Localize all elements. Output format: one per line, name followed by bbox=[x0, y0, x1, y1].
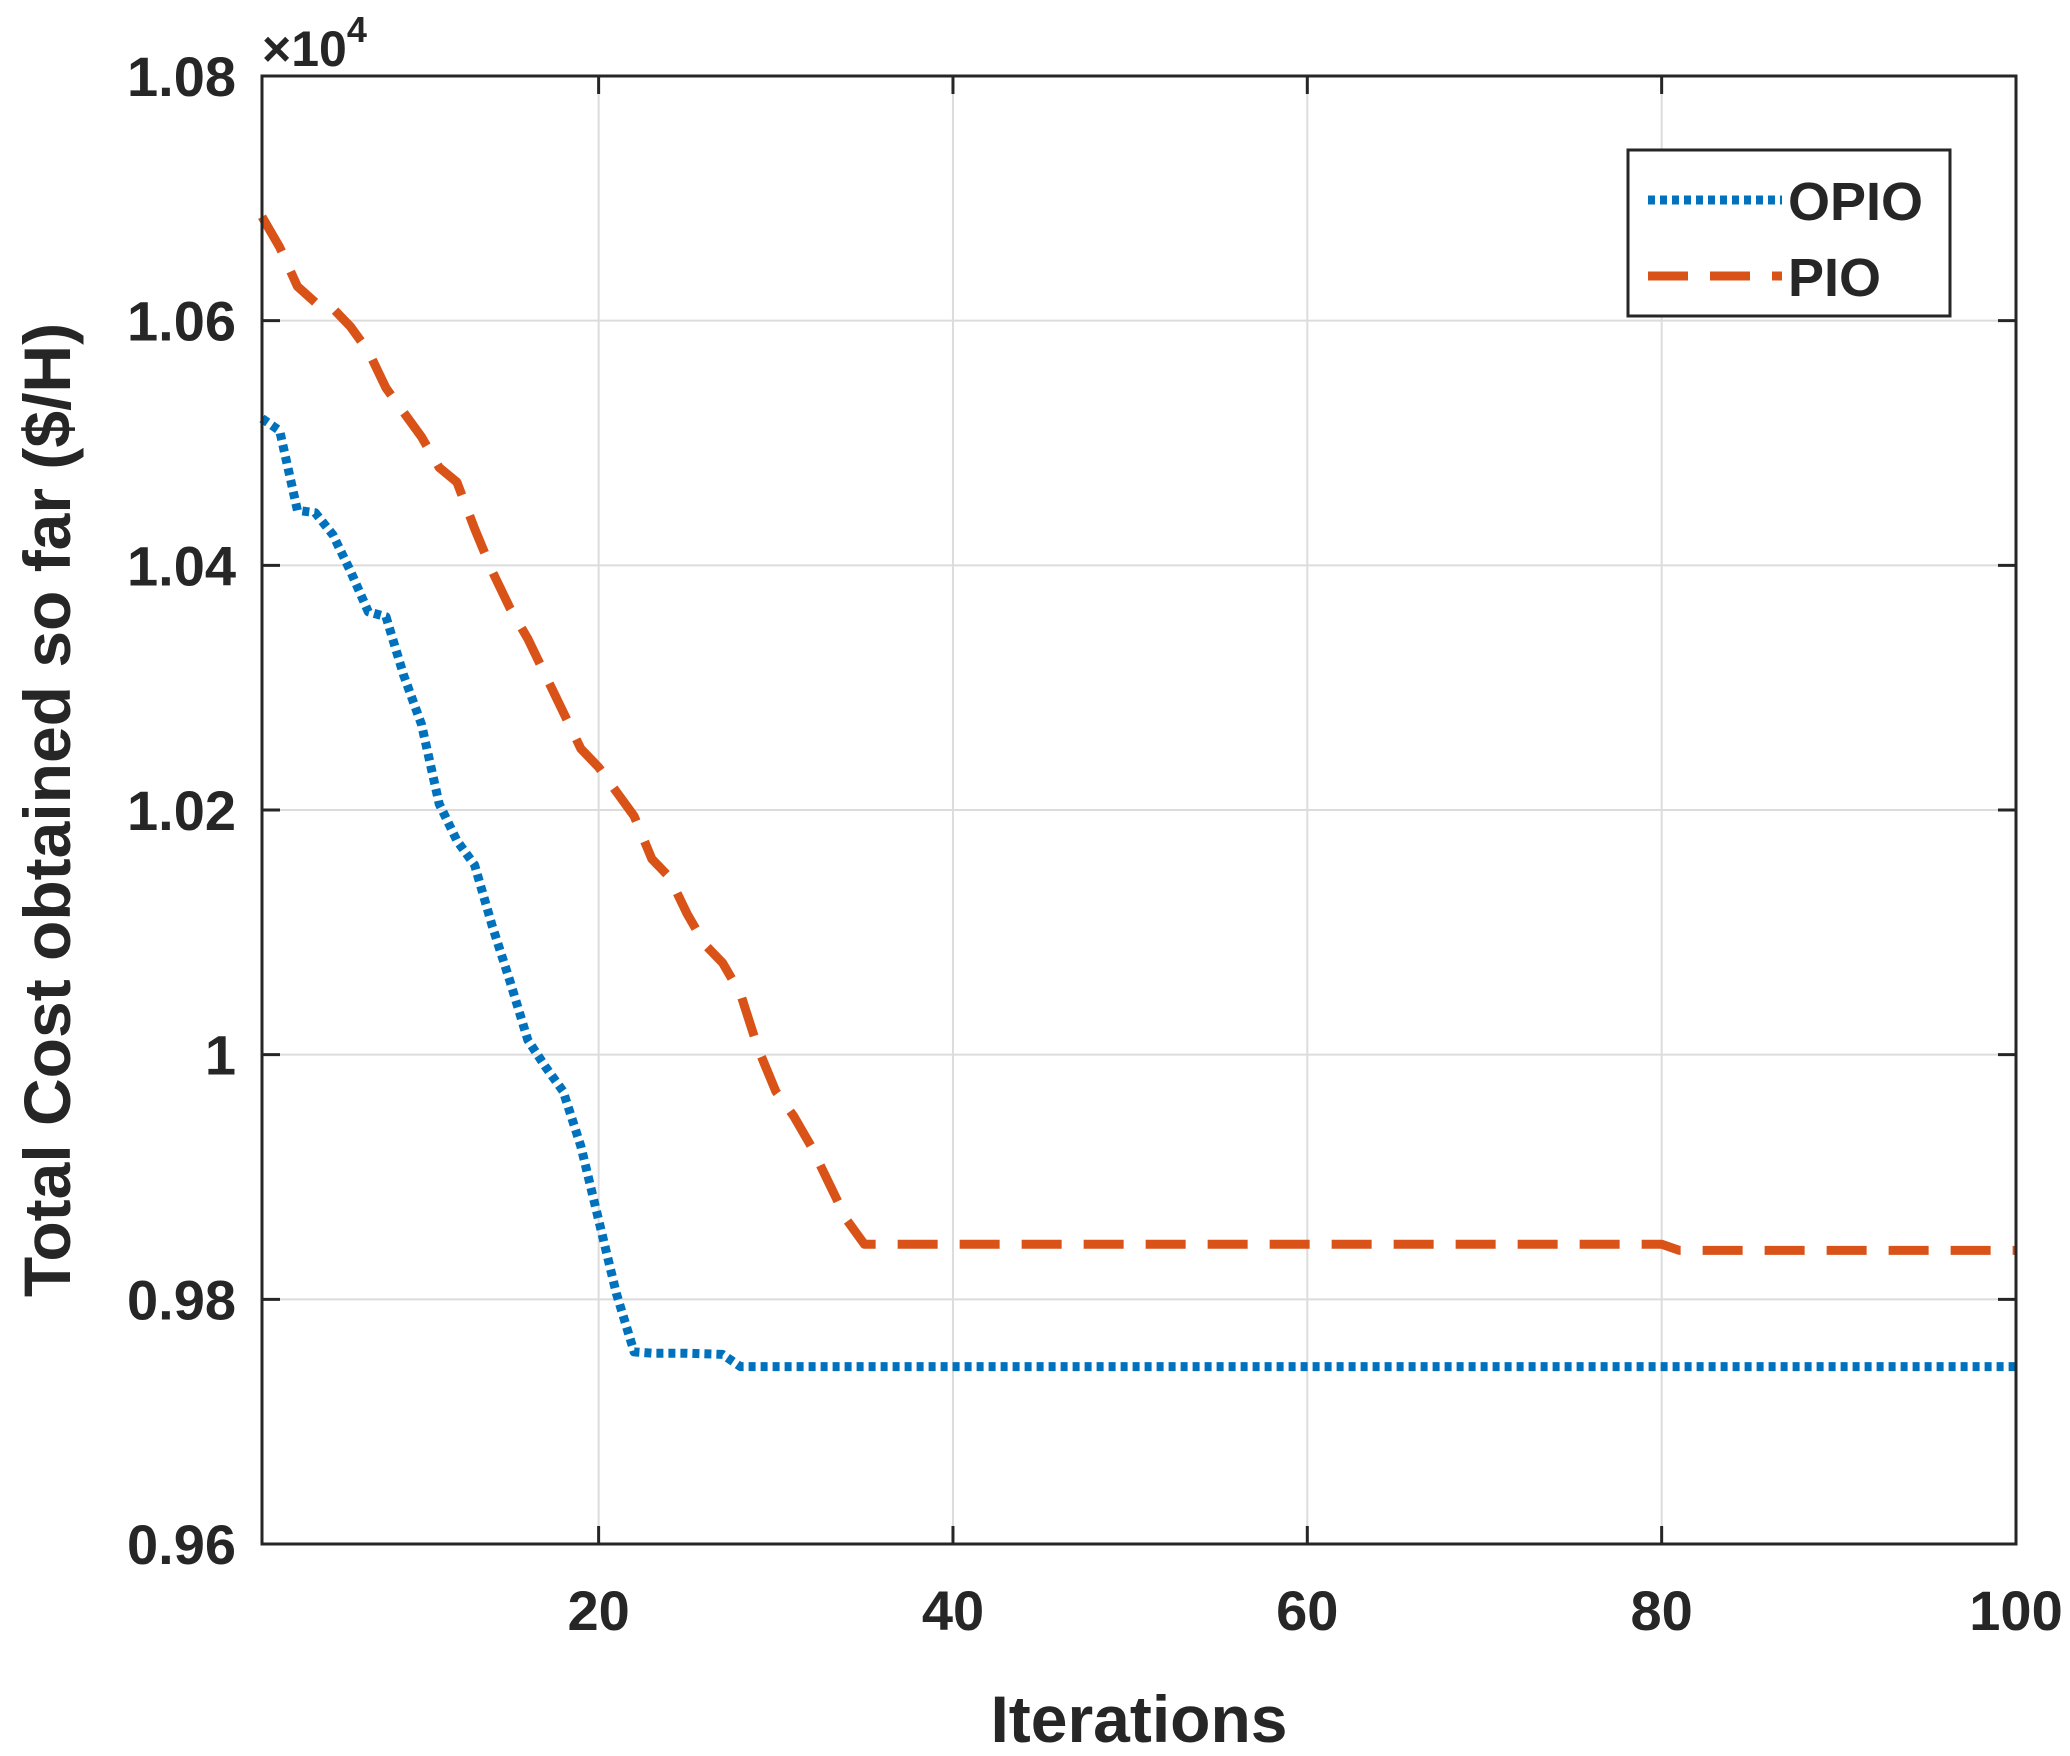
series-lines bbox=[258, 214, 2016, 1372]
legend-label-pio: PIO bbox=[1788, 248, 1881, 308]
series-line-opio bbox=[259, 414, 2016, 1372]
x-tick-label: 80 bbox=[1631, 1579, 1693, 1642]
y-tick-label: 1.08 bbox=[127, 45, 236, 108]
y-tick-label: 1 bbox=[205, 1024, 236, 1087]
y-exponent-label: ×104 bbox=[262, 9, 367, 77]
x-tick-label: 60 bbox=[1276, 1579, 1338, 1642]
y-axis-label: Total Cost obtained so far ($/H) bbox=[10, 323, 84, 1297]
series-line-pio bbox=[258, 214, 2016, 1255]
axis-ticks: 20 40 60 80 100 0.96 0.98 1 1.02 1.04 1.06 1.08 bbox=[127, 45, 2063, 1642]
legend-box bbox=[1626, 148, 1952, 318]
y-tick-label: 1.02 bbox=[127, 779, 236, 842]
y-tick-label: 0.96 bbox=[127, 1513, 236, 1576]
y-tick-label: 0.98 bbox=[127, 1268, 236, 1331]
y-exponent-power: 4 bbox=[347, 9, 367, 50]
x-tick-label: 20 bbox=[567, 1579, 629, 1642]
legend: OPIO PIO bbox=[1626, 148, 1952, 318]
x-tick-label: 40 bbox=[922, 1579, 984, 1642]
grid-lines bbox=[262, 75, 2017, 1545]
y-tick-label: 1.06 bbox=[127, 290, 236, 353]
x-tick-label: 100 bbox=[1969, 1579, 2062, 1642]
x-axis-label: Iterations bbox=[990, 1682, 1287, 1756]
legend-label-opio: OPIO bbox=[1788, 172, 1923, 232]
y-tick-label: 1.04 bbox=[127, 534, 236, 597]
